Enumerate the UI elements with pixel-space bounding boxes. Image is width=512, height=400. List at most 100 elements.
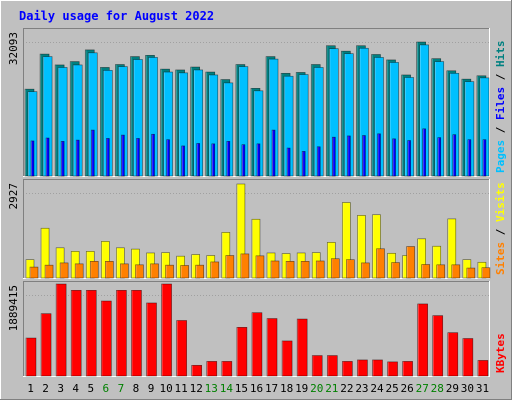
bar-kbytes-day-1 xyxy=(26,338,36,376)
x-tick-label-day-15: 15 xyxy=(235,382,248,395)
bar-visits-day-15 xyxy=(236,184,245,278)
bar-sites-day-6 xyxy=(105,261,114,278)
bar-sites-day-10 xyxy=(165,265,174,278)
bar-kbytes-day-27 xyxy=(417,303,428,376)
bar-files-day-16 xyxy=(253,90,263,176)
bar-sites-day-2 xyxy=(45,265,54,278)
bar-files-day-10 xyxy=(163,72,173,176)
bar-kbytes-day-25 xyxy=(387,361,398,376)
bar-sites-day-4 xyxy=(75,263,84,278)
x-tick-label-day-29: 29 xyxy=(446,382,459,395)
bar-files-day-7 xyxy=(118,66,128,176)
bar-files-day-27 xyxy=(419,44,429,177)
bar-files-day-5 xyxy=(88,52,98,176)
bar-pages-day-29 xyxy=(452,134,456,176)
bar-visits-day-23 xyxy=(357,215,366,278)
bar-kbytes-day-19 xyxy=(297,319,308,376)
bar-pages-day-22 xyxy=(347,135,351,176)
bar-pages-day-19 xyxy=(302,151,306,176)
bar-sites-day-11 xyxy=(180,265,189,278)
bar-visits-day-14 xyxy=(221,232,230,278)
bar-pages-day-4 xyxy=(76,140,80,176)
bar-pages-day-8 xyxy=(136,138,140,176)
bar-pages-day-6 xyxy=(106,138,110,176)
panel-visits-sites: 2927 Sites / Visits xyxy=(7,179,507,279)
bar-kbytes-day-13 xyxy=(206,361,217,376)
bar-files-day-4 xyxy=(73,64,83,176)
side-legend-kbytes: KBytes xyxy=(494,333,507,373)
bar-files-day-12 xyxy=(193,69,203,176)
x-tick-label-day-19: 19 xyxy=(295,382,308,395)
bar-kbytes-day-14 xyxy=(221,361,232,376)
bar-files-day-17 xyxy=(269,59,279,177)
bar-sites-day-15 xyxy=(240,253,249,278)
side-legend-visits: Visits xyxy=(494,182,507,222)
bar-kbytes-day-22 xyxy=(342,361,353,376)
bar-pages-day-11 xyxy=(181,145,185,176)
bar-visits-day-24 xyxy=(372,214,381,278)
bar-sites-day-9 xyxy=(150,263,159,278)
bar-sites-day-29 xyxy=(451,264,460,278)
bar-pages-day-21 xyxy=(332,137,336,176)
x-tick-label-day-28: 28 xyxy=(431,382,444,395)
x-tick-label-day-5: 5 xyxy=(87,382,94,395)
side-legend-sites: Sites xyxy=(494,242,507,275)
x-tick-label-day-4: 4 xyxy=(72,382,79,395)
bar-kbytes-day-24 xyxy=(372,359,383,376)
side-legend: Pages / Files / Hits xyxy=(494,41,507,174)
side-legend: Sites / Visits xyxy=(494,182,507,275)
x-tick-label-day-12: 12 xyxy=(190,382,203,395)
bar-kbytes-day-9 xyxy=(146,302,157,376)
bar-kbytes-day-11 xyxy=(176,320,187,376)
bar-kbytes-day-12 xyxy=(191,365,202,376)
bar-sites-day-31 xyxy=(481,267,490,278)
bar-pages-day-31 xyxy=(482,139,486,176)
side-legend-sep: / xyxy=(494,222,507,242)
side-legend-sep1: / xyxy=(494,120,507,140)
bar-kbytes-day-4 xyxy=(71,290,82,376)
bar-visits-day-2 xyxy=(41,228,50,278)
bar-visits-day-27 xyxy=(417,238,426,278)
bar-visits-day-22 xyxy=(342,202,351,278)
x-tick-label-day-18: 18 xyxy=(280,382,293,395)
bar-files-day-3 xyxy=(58,67,68,176)
bar-pages-day-25 xyxy=(392,138,396,176)
bar-pages-day-26 xyxy=(407,140,411,176)
bar-pages-day-27 xyxy=(422,128,426,176)
x-tick-label-day-16: 16 xyxy=(250,382,263,395)
bar-files-day-2 xyxy=(43,56,53,177)
bar-sites-day-17 xyxy=(271,260,280,278)
x-tick-label-day-14: 14 xyxy=(220,382,234,395)
bar-files-day-21 xyxy=(329,48,339,177)
bar-sites-day-25 xyxy=(391,262,400,278)
bar-sites-day-8 xyxy=(135,264,144,278)
x-tick-label-day-17: 17 xyxy=(265,382,278,395)
bar-pages-day-18 xyxy=(287,148,291,176)
bar-pages-day-13 xyxy=(211,143,215,176)
bar-sites-day-19 xyxy=(301,261,310,278)
bar-pages-day-10 xyxy=(166,139,170,176)
bar-sites-day-23 xyxy=(361,262,370,278)
bar-visits-day-28 xyxy=(432,246,441,278)
x-tick-label-day-11: 11 xyxy=(175,382,188,395)
x-tick-label-day-10: 10 xyxy=(159,382,172,395)
bar-sites-day-28 xyxy=(436,264,445,278)
bar-files-day-13 xyxy=(208,74,218,176)
bar-pages-day-24 xyxy=(377,133,381,176)
bar-pages-day-30 xyxy=(467,139,471,176)
bar-visits-day-29 xyxy=(447,218,456,278)
side-legend-pages: Pages xyxy=(494,140,507,173)
bar-kbytes-day-29 xyxy=(447,332,458,376)
bar-visits-day-16 xyxy=(251,219,260,278)
x-tick-label-day-8: 8 xyxy=(133,382,140,395)
bar-files-day-31 xyxy=(479,77,489,176)
bar-sites-day-1 xyxy=(30,267,38,278)
bar-sites-day-5 xyxy=(90,261,99,278)
x-tick-label-day-7: 7 xyxy=(118,382,125,395)
bar-files-day-22 xyxy=(344,53,354,176)
bar-sites-day-16 xyxy=(255,255,264,278)
bar-files-day-8 xyxy=(133,59,143,176)
bar-pages-day-20 xyxy=(317,146,321,176)
bar-sites-day-18 xyxy=(286,261,295,278)
bar-visits-day-6 xyxy=(101,241,110,278)
